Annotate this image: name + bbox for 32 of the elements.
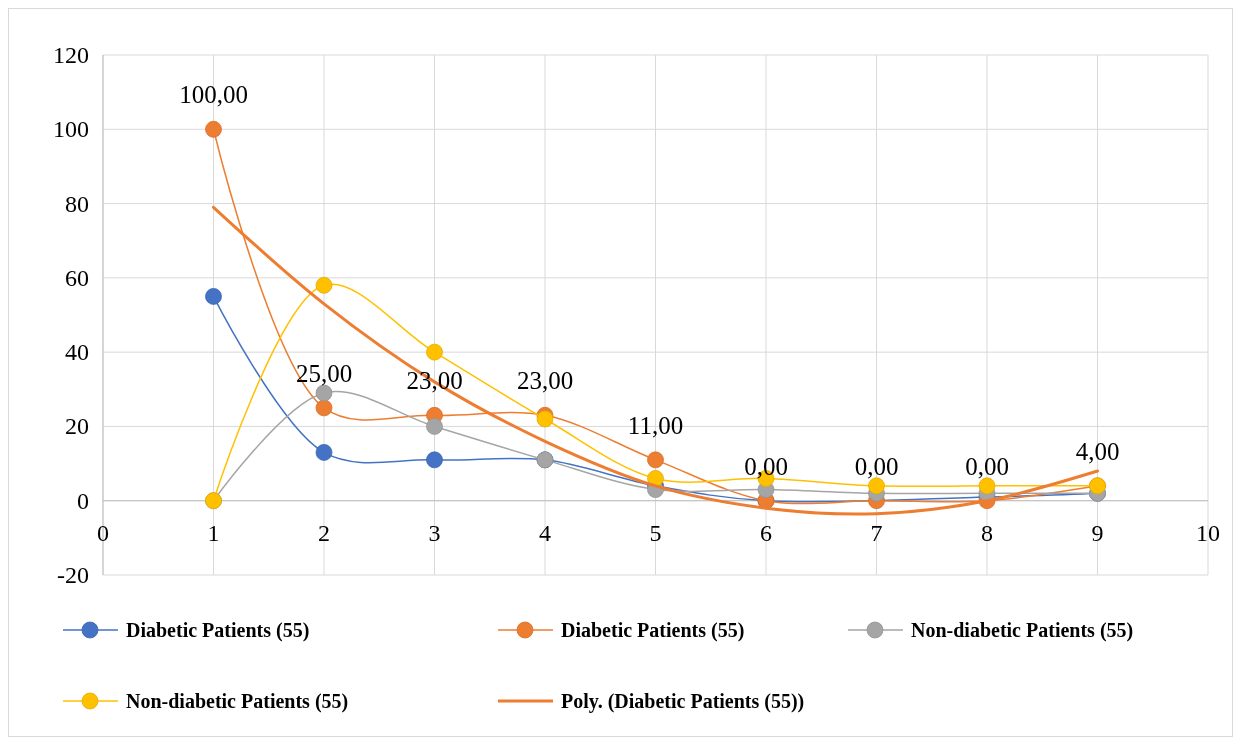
data-label: 0,00 [744,452,788,480]
y-tick-label: 40 [65,339,89,366]
x-tick-label: 10 [1196,519,1220,546]
y-tick-label: 80 [65,190,89,217]
x-tick-label: 3 [428,519,441,546]
data-label: 11,00 [627,411,684,439]
data-label: 23,00 [516,367,574,395]
x-tick-label: 7 [870,519,883,546]
x-tick-label: 1 [207,519,220,546]
y-tick-label: 60 [65,264,89,291]
y-tick-label: 0 [77,487,89,514]
y-tick-label: -20 [57,562,89,588]
x-tick-label: 0 [97,519,109,546]
data-label: 0,00 [965,452,1009,480]
y-tick-label: 20 [65,413,89,440]
x-tick-label: 9 [1091,519,1104,546]
data-label: 25,00 [295,359,353,387]
y-tick-label: 120 [53,42,89,68]
legend-label: Poly. (Diabetic Patients (55)) [561,690,805,713]
x-tick-label: 8 [981,519,993,546]
data-label: 4,00 [1075,437,1120,465]
data-label: 0,00 [854,452,899,480]
legend-label: Non-diabetic Patients (55) [911,619,1134,642]
data-label: 100,00 [179,81,248,109]
x-tick-label: 2 [318,519,330,546]
x-tick-label: 5 [649,519,662,546]
x-tick-label: 6 [760,519,772,546]
legend-label: Diabetic Patients (55) [126,619,310,642]
legend-label: Non-diabetic Patients (55) [126,690,349,713]
legend-label: Diabetic Patients (55) [561,619,745,642]
x-tick-label: 4 [539,519,551,546]
y-tick-label: 100 [53,116,89,143]
